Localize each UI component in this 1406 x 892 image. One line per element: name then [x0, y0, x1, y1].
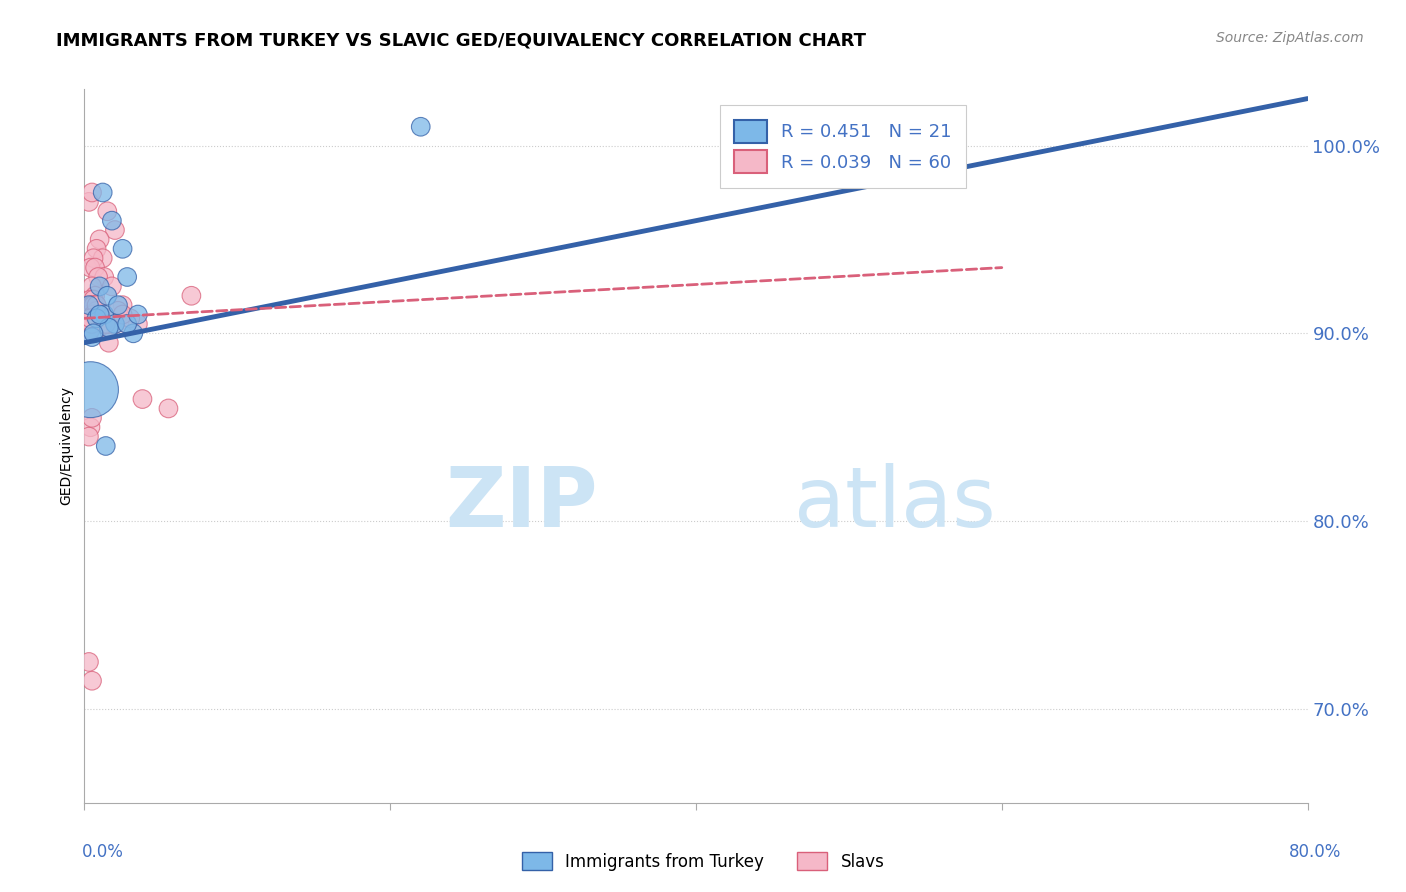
Point — [111, 242, 134, 256]
Legend: Immigrants from Turkey, Slavs: Immigrants from Turkey, Slavs — [513, 844, 893, 880]
Point — [79, 322, 101, 336]
Text: atlas: atlas — [794, 463, 995, 543]
Point — [79, 308, 101, 322]
Point — [84, 289, 107, 303]
Point — [91, 317, 114, 331]
Point — [77, 298, 100, 312]
Point — [111, 308, 134, 322]
Point — [131, 392, 153, 406]
Point — [93, 308, 115, 322]
Point — [83, 303, 105, 318]
Text: Source: ZipAtlas.com: Source: ZipAtlas.com — [1216, 31, 1364, 45]
Point — [77, 308, 100, 322]
Point — [83, 293, 105, 307]
Point — [80, 317, 103, 331]
Point — [157, 401, 180, 416]
Point — [104, 317, 127, 331]
Point — [97, 335, 120, 350]
Point — [180, 289, 202, 303]
Point — [83, 298, 105, 312]
Y-axis label: GED/Equivalency: GED/Equivalency — [59, 386, 73, 506]
Point — [89, 279, 111, 293]
Point — [80, 308, 103, 322]
Point — [77, 326, 100, 341]
Point — [83, 308, 105, 322]
Text: ZIP: ZIP — [446, 463, 598, 543]
Point — [84, 298, 107, 312]
Point — [96, 289, 118, 303]
Point — [79, 311, 101, 326]
Point — [120, 311, 142, 326]
Point — [79, 260, 101, 275]
Point — [101, 213, 124, 227]
Point — [107, 303, 129, 318]
Point — [89, 308, 111, 322]
Point — [86, 298, 108, 312]
Point — [80, 186, 103, 200]
Point — [86, 298, 108, 312]
Point — [91, 251, 114, 265]
Point — [91, 186, 114, 200]
Point — [79, 308, 101, 322]
Point — [80, 673, 103, 688]
Point — [101, 279, 124, 293]
Point — [79, 293, 101, 307]
Point — [104, 317, 127, 331]
Point — [409, 120, 432, 134]
Point — [79, 420, 101, 434]
Point — [83, 298, 105, 312]
Point — [97, 320, 120, 334]
Point — [89, 232, 111, 246]
Point — [89, 308, 111, 322]
Point — [87, 270, 110, 285]
Point — [80, 330, 103, 344]
Point — [115, 270, 138, 285]
Point — [77, 308, 100, 322]
Text: IMMIGRANTS FROM TURKEY VS SLAVIC GED/EQUIVALENCY CORRELATION CHART: IMMIGRANTS FROM TURKEY VS SLAVIC GED/EQU… — [56, 31, 866, 49]
Point — [84, 260, 107, 275]
Point — [104, 223, 127, 237]
Point — [127, 317, 149, 331]
Point — [107, 298, 129, 312]
Point — [79, 383, 101, 397]
Point — [83, 326, 105, 341]
Point — [86, 303, 108, 318]
Point — [80, 410, 103, 425]
Point — [77, 298, 100, 312]
Point — [111, 298, 134, 312]
Point — [80, 279, 103, 293]
Point — [94, 317, 117, 331]
Point — [96, 311, 118, 326]
Point — [93, 270, 115, 285]
Text: 80.0%: 80.0% — [1288, 843, 1341, 861]
Point — [80, 298, 103, 312]
Point — [86, 311, 108, 326]
Point — [77, 655, 100, 669]
Point — [115, 317, 138, 331]
Point — [83, 251, 105, 265]
Legend: R = 0.451   N = 21, R = 0.039   N = 60: R = 0.451 N = 21, R = 0.039 N = 60 — [720, 105, 966, 188]
Text: 0.0%: 0.0% — [82, 843, 124, 861]
Point — [80, 308, 103, 322]
Point — [77, 311, 100, 326]
Point — [127, 308, 149, 322]
Point — [79, 311, 101, 326]
Point — [77, 429, 100, 443]
Point — [86, 242, 108, 256]
Point — [77, 194, 100, 209]
Point — [94, 439, 117, 453]
Point — [122, 326, 145, 341]
Point — [79, 317, 101, 331]
Point — [115, 317, 138, 331]
Point — [96, 204, 118, 219]
